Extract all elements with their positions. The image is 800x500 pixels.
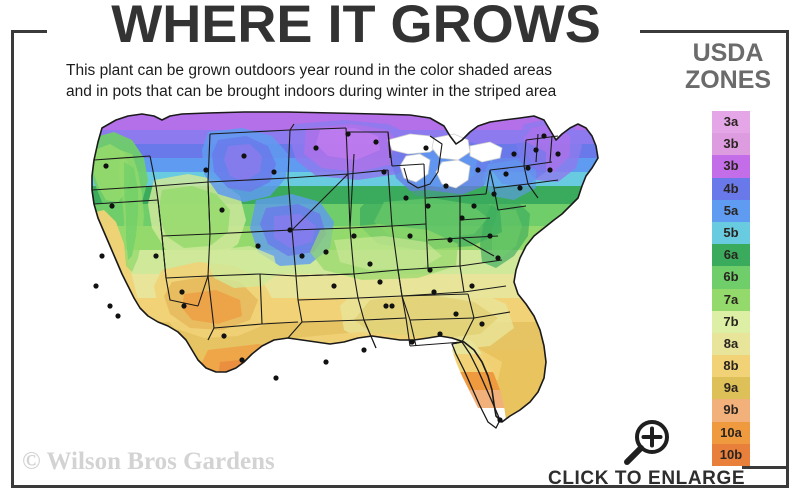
- frame-top-right-stub: [640, 30, 789, 33]
- legend-swatch-4b-3: 4b: [712, 177, 750, 200]
- legend-swatch-10b-15: 10b: [712, 443, 750, 466]
- hardiness-zone-map[interactable]: [58, 110, 638, 440]
- frame-top-left-stub: [11, 30, 47, 33]
- legend-title-line-1: USDA: [692, 39, 764, 67]
- click-to-enlarge-label[interactable]: CLICK TO ENLARGE: [548, 468, 746, 489]
- legend-title: USDA ZONES: [666, 40, 790, 94]
- legend-swatch-3b-1: 3b: [712, 133, 750, 156]
- frame-right-border: [786, 30, 789, 488]
- map-svg[interactable]: [58, 110, 638, 440]
- frame-bottom-border: [11, 485, 789, 488]
- map-state-borders: [91, 111, 599, 429]
- usda-zone-legend: 3a 3b 3b 4b 5a 5b 6a 6b 7a 7b 8a 8b 9a 9b 10a 10b: [712, 111, 750, 466]
- magnifier-zoom-in-icon[interactable]: [618, 415, 676, 473]
- legend-swatch-8b-11: 8b: [712, 355, 750, 378]
- legend-swatch-3b-2: 3b: [712, 155, 750, 178]
- legend-swatch-9b-13: 9b: [712, 399, 750, 422]
- legend-swatch-8a-10: 8a: [712, 332, 750, 356]
- legend-swatch-5a-4: 5a: [712, 199, 750, 222]
- map-city-markers: [93, 131, 561, 423]
- legend-swatch-6b-7: 6b: [712, 266, 750, 289]
- page-title: WHERE IT GROWS: [111, 0, 601, 54]
- legend-swatch-9a-12: 9a: [712, 377, 750, 400]
- legend-swatch-5b-5: 5b: [712, 221, 750, 245]
- frame-bottom-right-stub: [742, 466, 789, 469]
- copyright-watermark: © Wilson Bros Gardens: [22, 448, 275, 475]
- legend-swatch-7a-8: 7a: [712, 288, 750, 311]
- legend-swatch-6a-6: 6a: [712, 244, 750, 267]
- subtitle-line-1: This plant can be grown outdoors year ro…: [66, 62, 552, 79]
- frame-left-border: [11, 30, 14, 488]
- legend-swatch-7b-9: 7b: [712, 310, 750, 333]
- subtitle-line-2: and in pots that can be brought indoors …: [66, 83, 557, 100]
- legend-swatch-10a-14: 10a: [712, 421, 750, 444]
- legend-title-line-2: ZONES: [684, 66, 772, 94]
- legend-swatch-3a-0: 3a: [712, 111, 750, 134]
- subtitle-text: This plant can be grown outdoors year ro…: [66, 60, 626, 102]
- magnifier-svg: [624, 420, 669, 465]
